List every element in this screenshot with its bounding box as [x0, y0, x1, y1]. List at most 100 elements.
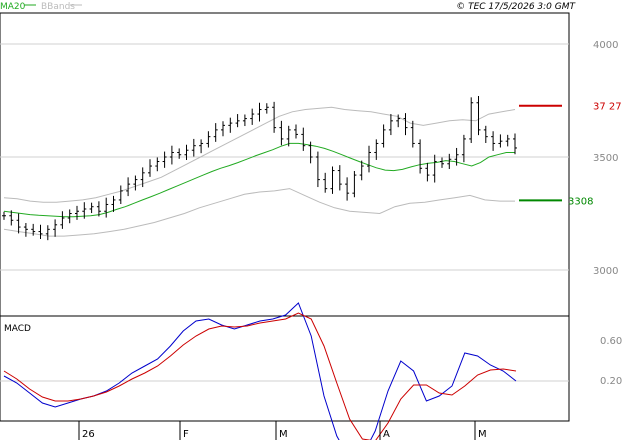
price-bar — [367, 145, 371, 173]
price-bar — [2, 211, 6, 220]
price-bar — [388, 114, 393, 136]
price-bar — [483, 125, 488, 143]
price-bar — [513, 133, 517, 155]
price-bar — [301, 127, 306, 151]
price-tick-label: 4000 — [593, 40, 618, 51]
macd-tick-label: 0.20 — [600, 376, 622, 387]
signal-series-line — [3, 312, 517, 440]
price-bar — [148, 159, 152, 177]
support-resistance-levels: 37 27 3308 — [519, 102, 622, 207]
price-bar — [206, 131, 211, 148]
price-tick-label: 3000 — [593, 266, 618, 277]
price-bar — [67, 209, 72, 224]
price-bar — [330, 166, 335, 194]
price-bar — [476, 95, 481, 136]
price-bar — [315, 151, 320, 188]
macd-lines — [3, 302, 517, 440]
price-bar — [184, 144, 189, 160]
price-bar — [410, 120, 415, 148]
price-bar — [418, 139, 423, 174]
price-bars — [2, 95, 517, 241]
price-bar — [498, 134, 503, 148]
bb-upper-line — [3, 106, 516, 203]
price-bar — [264, 103, 269, 114]
price-bar — [213, 123, 218, 142]
price-bar — [454, 147, 459, 166]
price-bar — [396, 114, 401, 128]
price-bar — [82, 202, 87, 219]
price-bar — [425, 162, 430, 182]
price-bar — [505, 134, 510, 147]
price-bar — [250, 108, 255, 125]
macd-tick-label: 0.60 — [600, 336, 622, 347]
price-bar — [235, 114, 240, 128]
bb-legend-label: BBands — [41, 2, 75, 12]
price-bar — [272, 101, 277, 133]
price-bar — [118, 185, 123, 205]
price-panel-frame — [0, 12, 570, 317]
price-bar — [374, 139, 379, 160]
price-bar — [279, 120, 284, 146]
price-bar — [96, 201, 101, 217]
price-bar — [257, 102, 262, 122]
price-bar — [469, 97, 474, 143]
price-bar — [111, 195, 116, 212]
price-bar — [337, 165, 342, 191]
price-bar — [286, 125, 291, 147]
x-tick-label: A — [383, 429, 390, 440]
price-bar — [447, 153, 452, 169]
price-bar — [169, 145, 174, 165]
price-bar — [432, 154, 437, 183]
price-bar — [308, 141, 313, 164]
price-bar — [133, 175, 138, 191]
price-bar — [491, 131, 496, 151]
price-bar — [345, 177, 350, 201]
price-bar — [461, 134, 466, 163]
price-bar — [294, 124, 298, 139]
price-bar — [23, 222, 28, 237]
x-tick-label: M — [478, 429, 487, 440]
price-bar — [242, 114, 247, 127]
copyright-label: © TEC 17/5/2026 3:0 GMT — [456, 2, 576, 12]
price-tick-label: 3500 — [593, 153, 618, 164]
price-bar — [199, 139, 204, 154]
price-bar — [31, 223, 36, 236]
macd-title: MACD — [4, 324, 31, 334]
macd-panel-frame — [0, 315, 570, 422]
x-tick-label: 26 — [82, 429, 95, 440]
price-bar — [38, 224, 43, 240]
ma20-series-line — [3, 142, 515, 218]
price-bar — [221, 121, 225, 137]
bb-lower-line — [3, 188, 515, 237]
price-bar — [162, 151, 167, 168]
price-bar — [381, 124, 386, 148]
price-bar — [45, 225, 50, 241]
price-bar — [403, 113, 408, 136]
gridlines — [0, 43, 569, 382]
price-bar — [140, 167, 145, 188]
support-label: 3308 — [568, 196, 593, 207]
price-bar — [323, 172, 328, 193]
price-bar — [177, 148, 182, 159]
x-tick-label: F — [183, 429, 189, 440]
price-bar — [104, 197, 109, 218]
ma-legend-label: MA20 — [0, 2, 26, 12]
price-bar — [440, 157, 444, 168]
price-bar — [60, 211, 65, 229]
bollinger-bands — [3, 106, 516, 237]
price-bar — [126, 177, 131, 197]
price-bar — [89, 202, 94, 214]
price-bar — [228, 117, 233, 133]
price-bar — [75, 205, 79, 220]
price-bar — [16, 213, 21, 234]
resistance-label: 37 27 — [593, 102, 622, 113]
price-bar — [53, 219, 58, 237]
price-bar — [155, 157, 160, 172]
y-axis-ticks: 3000 3500 4000 0.60 0.20 — [593, 40, 622, 387]
price-bar — [359, 160, 364, 181]
price-bar — [352, 171, 357, 198]
ma20-line — [3, 142, 515, 218]
price-bar — [191, 138, 196, 157]
x-axis-ticks: 26 F M A M — [78, 421, 487, 440]
